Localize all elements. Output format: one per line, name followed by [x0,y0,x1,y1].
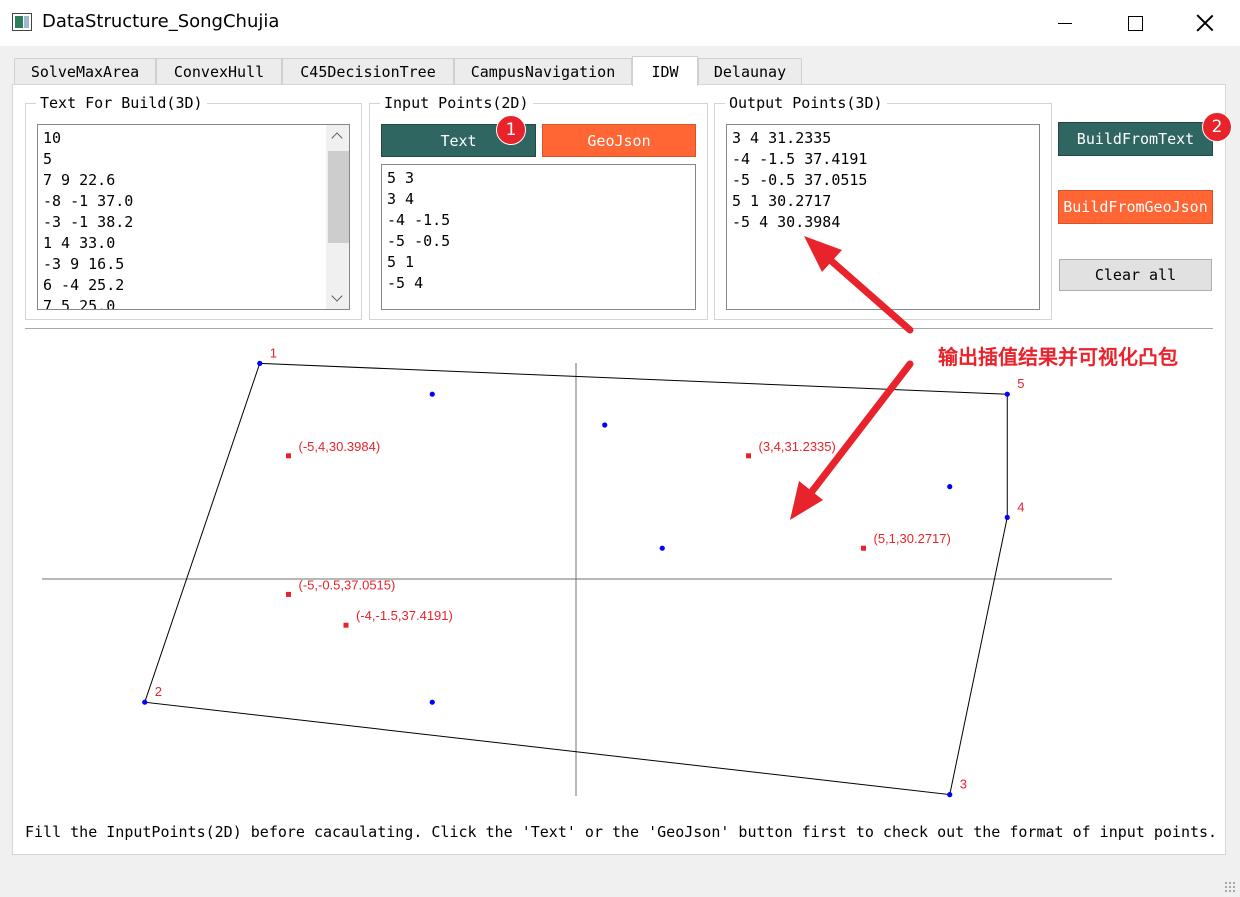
scrollbar-thumb[interactable] [328,151,349,243]
hull-vertex [947,792,953,798]
sample-point [602,422,608,428]
geojson-format-button[interactable]: GeoJson [542,124,696,157]
app-icon [12,13,32,31]
hull-vertex-label: 2 [155,684,162,699]
text-format-button[interactable]: Text [381,124,536,157]
step-1-badge: 1 [496,115,526,145]
build-from-text-button[interactable]: BuildFromText [1058,122,1213,156]
interpolated-point-label: (-4,-1.5,37.4191) [356,608,453,623]
hull-vertex-label: 5 [1017,376,1024,391]
build-text-group-title: Text For Build(3D) [36,94,207,112]
minimize-button[interactable] [1030,0,1100,46]
maximize-button[interactable] [1100,0,1170,46]
arrow-to-output-head [804,236,842,272]
interpolated-point-label: (5,1,30.2717) [874,531,951,546]
input-points-text-area[interactable]: 5 3 3 4 -4 -1.5 -5 -0.5 5 1 -5 4 [381,164,696,310]
build-text-group: Text For Build(3D) [25,94,362,320]
input-points-group: Input Points(2D) [369,94,708,320]
arrow-to-plot [806,360,914,498]
build-text-area[interactable]: 10 5 7 9 22.6 -8 -1 37.0 -3 -1 38.2 1 4 … [37,124,350,310]
hull-vertex [257,360,263,366]
tab-convexhull[interactable]: ConvexHull [156,58,282,84]
maximize-icon [1127,15,1143,31]
interpolated-point-label: (-5,4,30.3984) [299,439,381,454]
arrow-to-output [824,254,914,334]
title-bar[interactable]: DataStructure_SongChujia [0,0,1240,46]
hull-vertex [1004,514,1010,521]
build-from-geojson-button[interactable]: BuildFromGeoJson [1058,190,1213,224]
interpolated-point [286,453,291,459]
build-text-scrollbar[interactable] [326,125,349,309]
arrow-to-plot-head [790,481,823,520]
interpolated-point-label: (-5,-0.5,37.0515) [299,577,396,592]
hull-vertex-label: 3 [960,777,967,792]
input-points-group-title: Input Points(2D) [380,94,533,112]
clear-all-button[interactable]: Clear all [1059,259,1212,291]
hull-vertex [1004,391,1010,397]
sample-point [947,484,953,490]
output-points-text-area[interactable]: 3 4 31.2335 -4 -1.5 37.4191 -5 -0.5 37.0… [726,124,1040,310]
minimize-icon [1058,22,1072,24]
interpolated-point [861,545,866,551]
sample-point [659,545,665,551]
output-points-group-title: Output Points(3D) [725,94,887,112]
output-points-group: Output Points(3D) [714,94,1052,320]
section-divider [25,328,1213,329]
status-hint: Fill the InputPoints(2D) before cacaulat… [25,823,1218,841]
annotation-text: 输出插值结果并可视化凸包 [938,345,1178,369]
tab-campusnavigation[interactable]: CampusNavigation [454,58,632,84]
tab-solvemaxarea[interactable]: SolveMaxArea [14,58,156,84]
annotation-arrows [790,236,914,520]
sample-point [429,391,435,397]
interpolated-point [343,622,349,628]
hull-vertex [142,699,148,705]
tab-delaunay[interactable]: Delaunay [698,58,802,84]
tab-c45decisiontree[interactable]: C45DecisionTree [282,58,454,84]
step-2-badge: 2 [1202,112,1232,142]
tab-idw[interactable]: IDW [632,56,698,86]
interpolated-point [286,591,291,597]
sample-point [429,699,435,705]
window-title: DataStructure_SongChujia [42,11,280,32]
interpolated-point-label: (3,4,31.2335) [759,439,836,454]
interpolated-point [746,453,751,459]
hull-vertex-label: 1 [270,345,277,360]
convex-hull-polygon [144,362,1008,796]
hull-vertex-label: 4 [1017,499,1024,514]
resize-grip-icon[interactable] [1224,881,1236,893]
